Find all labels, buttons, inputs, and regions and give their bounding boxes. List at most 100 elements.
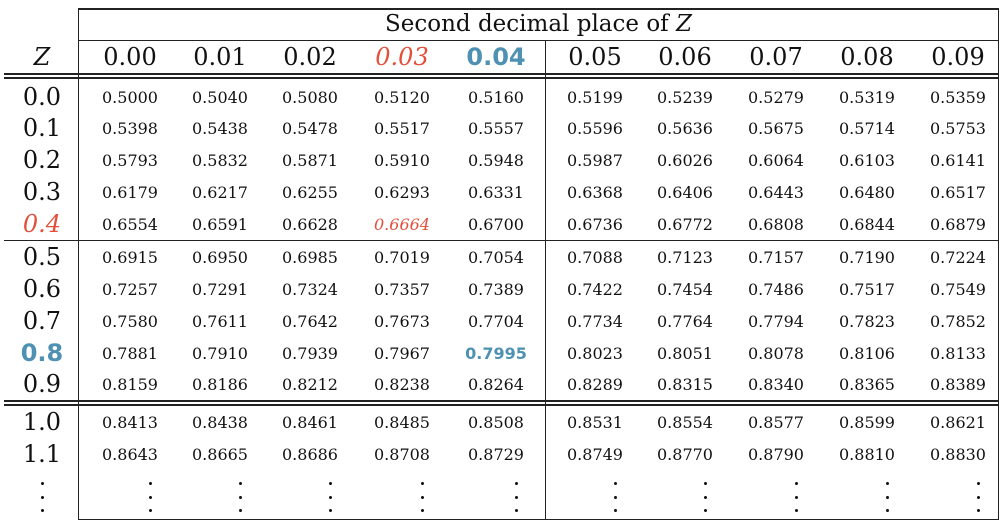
table-cell: 0.7704 bbox=[468, 311, 524, 331]
table-cell: 0.6700 bbox=[468, 214, 524, 234]
table-cell: 0.7324 bbox=[282, 279, 338, 299]
table-cell: 0.5871 bbox=[282, 150, 338, 170]
table-cell: 0.6255 bbox=[282, 182, 338, 202]
ellipsis-dot bbox=[420, 509, 424, 512]
row-header: 0.7 bbox=[22, 307, 62, 335]
table-cell: 0.5000 bbox=[102, 87, 158, 107]
table-cell: 0.8810 bbox=[839, 444, 895, 464]
table-cell: 0.8289 bbox=[567, 374, 623, 394]
table-cell: 0.6368 bbox=[567, 182, 623, 202]
table-cell: 0.5596 bbox=[567, 118, 623, 138]
column-continuation-ellipsis bbox=[320, 482, 340, 512]
table-cell: 0.5080 bbox=[282, 87, 338, 107]
column-continuation-ellipsis bbox=[605, 482, 625, 512]
table-cell: 0.5160 bbox=[468, 87, 524, 107]
table-cell: 0.7157 bbox=[748, 247, 804, 267]
table-cell: 0.6141 bbox=[930, 150, 986, 170]
table-cell: 0.8686 bbox=[282, 444, 338, 464]
table-cell: 0.6517 bbox=[930, 182, 986, 202]
group-rule-2-upper bbox=[4, 400, 999, 402]
table-cell: 0.7224 bbox=[930, 247, 986, 267]
bottom-rule bbox=[78, 519, 999, 520]
table-cell: 0.6915 bbox=[102, 247, 158, 267]
table-cell: 0.5675 bbox=[748, 118, 804, 138]
header-rule-upper bbox=[4, 73, 999, 75]
ellipsis-dot bbox=[40, 482, 44, 485]
table-cell: 0.6736 bbox=[567, 214, 623, 234]
column-continuation-ellipsis bbox=[412, 482, 432, 512]
ellipsis-dot bbox=[148, 495, 152, 499]
ellipsis-dot bbox=[40, 509, 44, 512]
table-cell: 0.5636 bbox=[657, 118, 713, 138]
column-continuation-ellipsis bbox=[695, 482, 715, 512]
table-cell: 0.8023 bbox=[567, 343, 623, 363]
column-header: 0.06 bbox=[658, 43, 712, 71]
table-cell: 0.6026 bbox=[657, 150, 713, 170]
table-cell: 0.6879 bbox=[930, 214, 986, 234]
table-cell: 0.7967 bbox=[374, 343, 430, 363]
table-cell: 0.5753 bbox=[930, 118, 986, 138]
column-continuation-ellipsis bbox=[968, 482, 988, 512]
table-cell: 0.5040 bbox=[192, 87, 248, 107]
table-cell: 0.8186 bbox=[192, 374, 248, 394]
ellipsis-dot bbox=[148, 509, 152, 512]
table-cell: 0.7910 bbox=[192, 343, 248, 363]
ellipsis-dot bbox=[514, 482, 518, 485]
table-cell: 0.6179 bbox=[102, 182, 158, 202]
ellipsis-dot bbox=[703, 482, 707, 485]
right-border bbox=[998, 8, 999, 520]
table-cell: 0.7357 bbox=[374, 279, 430, 299]
row-header: 0.4 bbox=[22, 210, 62, 238]
table-cell: 0.8770 bbox=[657, 444, 713, 464]
table-cell: 0.6591 bbox=[192, 214, 248, 234]
table-cell: 0.7054 bbox=[468, 247, 524, 267]
table-cell: 0.6103 bbox=[839, 150, 895, 170]
table-cell: 0.7454 bbox=[657, 279, 713, 299]
ellipsis-dot bbox=[238, 509, 242, 512]
group-rule-2-lower bbox=[4, 404, 999, 406]
table-cell: 0.5359 bbox=[930, 87, 986, 107]
ellipsis-dot bbox=[613, 495, 617, 499]
table-cell: 0.5398 bbox=[102, 118, 158, 138]
ellipsis-dot bbox=[514, 495, 518, 499]
column-header: 0.05 bbox=[568, 43, 622, 71]
middle-border bbox=[545, 40, 546, 520]
row-header: 0.0 bbox=[22, 83, 62, 111]
table-cell: 0.5948 bbox=[468, 150, 524, 170]
column-header: 0.08 bbox=[840, 43, 894, 71]
column-continuation-ellipsis bbox=[877, 482, 897, 512]
row-header: 0.2 bbox=[22, 146, 62, 174]
table-cell: 0.8051 bbox=[657, 343, 713, 363]
table-cell: 0.7088 bbox=[567, 247, 623, 267]
ellipsis-dot bbox=[703, 509, 707, 512]
ellipsis-dot bbox=[613, 482, 617, 485]
table-cell: 0.7939 bbox=[282, 343, 338, 363]
table-cell: 0.7995 bbox=[465, 343, 527, 363]
ellipsis-dot bbox=[420, 495, 424, 499]
row-header: 1.1 bbox=[22, 440, 62, 468]
table-cell: 0.5910 bbox=[374, 150, 430, 170]
table-cell: 0.6985 bbox=[282, 247, 338, 267]
group-rule-1 bbox=[4, 240, 999, 241]
table-cell: 0.8133 bbox=[930, 343, 986, 363]
column-continuation-ellipsis bbox=[506, 482, 526, 512]
table-cell: 0.5714 bbox=[839, 118, 895, 138]
column-header: 0.04 bbox=[466, 43, 526, 71]
table-cell: 0.7642 bbox=[282, 311, 338, 331]
ellipsis-dot bbox=[794, 509, 798, 512]
table-cell: 0.7823 bbox=[839, 311, 895, 331]
ellipsis-dot bbox=[885, 482, 889, 485]
table-cell: 0.7422 bbox=[567, 279, 623, 299]
table-cell: 0.8621 bbox=[930, 412, 986, 432]
table-cell: 0.8413 bbox=[102, 412, 158, 432]
table-cell: 0.8531 bbox=[567, 412, 623, 432]
column-continuation-ellipsis bbox=[230, 482, 250, 512]
table-cell: 0.7764 bbox=[657, 311, 713, 331]
table-cell: 0.8577 bbox=[748, 412, 804, 432]
table-cell: 0.6406 bbox=[657, 182, 713, 202]
caption-text: Second decimal place of bbox=[385, 11, 676, 37]
row-header: 0.8 bbox=[20, 339, 64, 367]
table-cell: 0.6331 bbox=[468, 182, 524, 202]
row-header: 0.5 bbox=[22, 243, 62, 271]
